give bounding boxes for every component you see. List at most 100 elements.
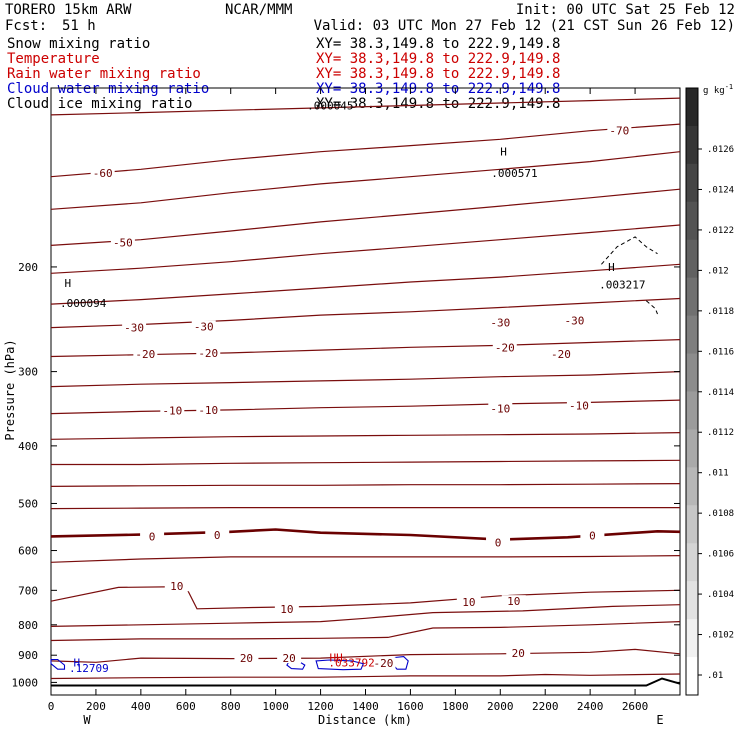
colorbar-tick-label: .0106 bbox=[707, 550, 734, 560]
contour-label-background bbox=[607, 124, 632, 136]
isotherm-value-label: -70 bbox=[609, 125, 629, 138]
isotherm-value-label: 0 bbox=[214, 529, 221, 542]
y-tick-label: 900 bbox=[18, 649, 38, 662]
colorbar-swatch bbox=[686, 88, 698, 127]
forecast-label: Fcst: bbox=[5, 18, 47, 34]
legend-xy-rain: XY= 38.3,149.8 to 222.9,149.8 bbox=[316, 66, 560, 82]
legend-name-cloud-water: Cloud water mixing ratio bbox=[7, 81, 209, 97]
x-axis-west-label: W bbox=[83, 713, 91, 727]
isotherm-value-label: -60 bbox=[93, 167, 113, 180]
contour-label-background bbox=[562, 314, 587, 326]
colorbar-tick-label: .0104 bbox=[707, 590, 734, 600]
extremum-label: H bbox=[608, 261, 615, 274]
isotherm-value-label: 10 bbox=[462, 596, 475, 609]
colorbar-swatch bbox=[686, 201, 698, 241]
x-tick-label: 0 bbox=[48, 700, 55, 713]
isotherm-line bbox=[50, 297, 681, 329]
contour-label-background bbox=[488, 316, 513, 328]
contour-label-background bbox=[548, 347, 573, 359]
isotherm-value-label: -30 bbox=[124, 322, 144, 335]
colorbar-tick-label: .0122 bbox=[707, 226, 734, 236]
zero-isotherm-line bbox=[50, 528, 681, 541]
contour-label-background bbox=[191, 320, 216, 332]
isotherm-value-label: 0 bbox=[149, 530, 156, 543]
plot-frame bbox=[50, 87, 681, 696]
colorbar-swatch bbox=[686, 125, 698, 165]
contour-label-background bbox=[90, 167, 115, 179]
colorbar-tick-label: .011 bbox=[707, 469, 729, 479]
isotherm-value-label: -30 bbox=[490, 316, 510, 329]
colorbar-swatch bbox=[686, 391, 698, 430]
isotherm-value-label: -20 bbox=[551, 348, 571, 361]
legend-name-temperature: Temperature bbox=[7, 51, 100, 67]
contour-label-background bbox=[506, 647, 531, 659]
y-tick-label: 700 bbox=[18, 584, 38, 597]
extremum-label: .12709 bbox=[69, 662, 109, 675]
field-legend: Snow mixing ratio XY= 38.3,149.8 to 222.… bbox=[7, 36, 560, 112]
isotherm-value-label: 20 bbox=[240, 652, 253, 665]
isotherm-value-label: 20 bbox=[512, 647, 525, 660]
isotherm-value-label: -20 bbox=[374, 657, 394, 670]
extremum-label: H bbox=[64, 277, 71, 290]
x-tick-label: 200 bbox=[86, 700, 106, 713]
organization: NCAR/MMM bbox=[225, 2, 292, 18]
x-tick-label: 1200 bbox=[307, 700, 334, 713]
contour-label-background bbox=[196, 346, 221, 358]
colorbar-swatch bbox=[686, 543, 698, 582]
isotherm-line bbox=[50, 604, 681, 627]
isotherm-value-label: 20 bbox=[282, 652, 295, 665]
contour-label-background bbox=[501, 595, 526, 607]
init-time: Init: 00 UTC Sat 25 Feb 12 bbox=[516, 2, 735, 18]
colorbar-swatch bbox=[686, 353, 698, 392]
colorbar-tick-label: .0114 bbox=[707, 388, 734, 398]
isotherm-value-label: 0 bbox=[495, 537, 502, 550]
x-tick-label: 2600 bbox=[622, 700, 649, 713]
isotherm-value-label: -20 bbox=[198, 347, 218, 360]
colorbar-unit-text: g kg bbox=[703, 86, 725, 96]
y-tick-label: 1000 bbox=[12, 676, 39, 689]
legend-xy-cloud-ice: XY= 38.3,149.8 to 222.9,149.8 bbox=[316, 96, 560, 112]
isotherm-line bbox=[50, 188, 681, 246]
isotherm-line bbox=[50, 483, 681, 487]
contour-label-background bbox=[371, 657, 396, 669]
isotherm-value-label: -50 bbox=[113, 237, 133, 250]
extremum-label: H bbox=[500, 146, 507, 159]
y-tick-label: 600 bbox=[18, 545, 38, 558]
y-tick-label: 300 bbox=[18, 366, 38, 379]
isotherm-value-label: -10 bbox=[162, 405, 182, 418]
colorbar-tick-label: .0108 bbox=[707, 509, 734, 519]
isotherm-line bbox=[51, 459, 681, 466]
isotherm-value-label: -10 bbox=[198, 404, 218, 417]
colorbar-tick-label: .0118 bbox=[707, 307, 734, 317]
y-tick-label: 800 bbox=[18, 619, 38, 632]
cloud-water-contour bbox=[315, 659, 365, 671]
isotherm-value-label: 10 bbox=[280, 603, 293, 616]
isotherm-line bbox=[50, 673, 681, 680]
contour-label-background bbox=[492, 341, 517, 353]
x-tick-label: 1600 bbox=[397, 700, 424, 713]
y-tick-label: 400 bbox=[18, 440, 38, 453]
y-axis-title: Pressure (hPa) bbox=[3, 339, 17, 440]
colorbar-tick-label: .0102 bbox=[707, 631, 734, 641]
extremum-label: .000571 bbox=[491, 167, 537, 180]
snow-contour bbox=[601, 236, 658, 265]
colorbar-tick-label: .0126 bbox=[707, 145, 734, 155]
extremum-label: HH bbox=[330, 651, 343, 664]
extremum-label: H bbox=[73, 656, 80, 669]
contour-label-background bbox=[274, 602, 299, 614]
contour-label-background bbox=[110, 236, 135, 248]
contour-label-background bbox=[488, 402, 513, 414]
x-axis: 0 200 400 600 800 1000 1200 1400 1600 1800 2000 220… bbox=[48, 88, 649, 713]
isotherm-line bbox=[50, 263, 681, 305]
colorbar-swatch bbox=[686, 315, 698, 355]
isotherm-value-label: -20 bbox=[495, 341, 515, 354]
cloud-water-contour bbox=[50, 658, 66, 670]
legend-xy-snow: XY= 38.3,149.8 to 222.9,149.8 bbox=[316, 36, 560, 52]
y-tick-label: 200 bbox=[18, 261, 38, 274]
extremum-label: .033792 bbox=[328, 656, 374, 669]
legend-name-snow: Snow mixing ratio bbox=[7, 36, 150, 52]
isotherm-value-label: -20 bbox=[135, 348, 155, 361]
colorbar-swatch bbox=[686, 239, 698, 279]
terrain-surface bbox=[51, 677, 681, 687]
